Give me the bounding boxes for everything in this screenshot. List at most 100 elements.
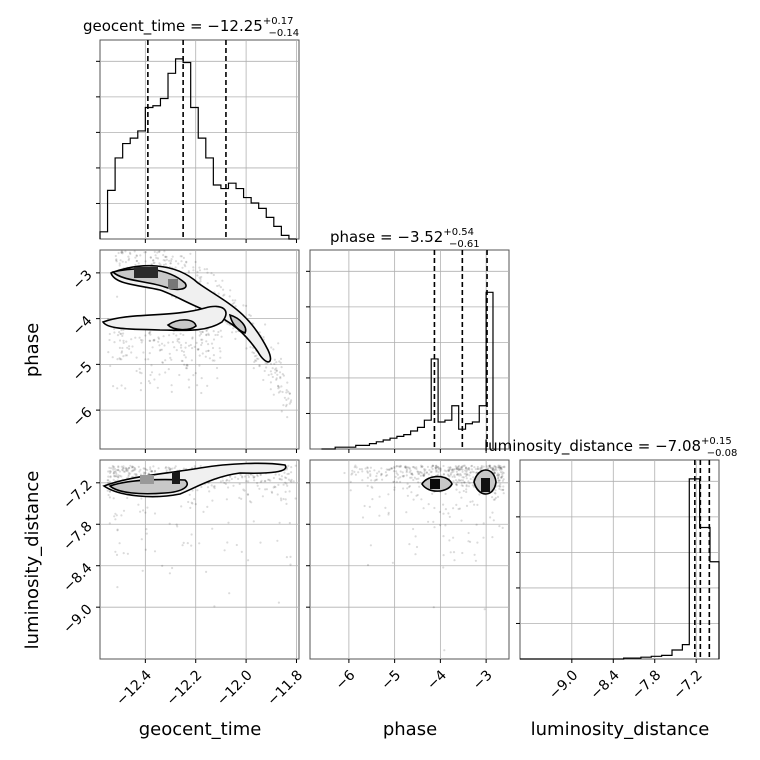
scatter-point-dl-vs-geocent — [115, 553, 119, 557]
title-luminosity-distance: luminosity_distance = −7.08+0.15 −0.08 — [484, 436, 737, 459]
density-peak-dl-vs-geocent — [172, 472, 180, 484]
scatter-point-dl-vs-phase — [378, 495, 381, 498]
scatter-point-phase-vs-geocent — [196, 274, 199, 277]
scatter-point-dl-vs-phase — [449, 466, 452, 469]
scatter-point-dl-vs-phase — [455, 466, 458, 469]
scatter-point-dl-vs-geocent — [127, 475, 130, 478]
scatter-point-dl-vs-geocent — [268, 478, 271, 481]
scatter-point-phase-vs-geocent — [213, 359, 216, 362]
scatter-point-dl-vs-phase — [404, 465, 407, 468]
scatter-point-dl-vs-phase — [494, 468, 497, 471]
scatter-point-dl-vs-phase — [415, 467, 418, 471]
scatter-point-dl-vs-geocent — [117, 474, 120, 477]
scatter-point-phase-vs-geocent — [192, 269, 195, 272]
x-tick-label: −3 — [470, 667, 496, 693]
scatter-point-dl-vs-geocent — [211, 527, 214, 530]
scatter-point-dl-vs-phase — [415, 494, 418, 497]
scatter-point-dl-vs-geocent — [129, 472, 132, 475]
scatter-point-dl-vs-phase — [399, 465, 402, 468]
scatter-point-phase-vs-geocent — [189, 343, 192, 347]
scatter-point-phase-vs-geocent — [149, 256, 152, 259]
scatter-point-dl-vs-phase — [405, 466, 408, 469]
scatter-point-dl-vs-phase — [434, 466, 437, 469]
scatter-point-dl-vs-phase — [433, 506, 436, 510]
scatter-point-dl-vs-geocent — [115, 468, 118, 472]
scatter-point-dl-vs-phase — [501, 526, 504, 530]
scatter-point-phase-vs-geocent — [203, 268, 206, 271]
scatter-point-dl-vs-geocent — [206, 486, 210, 489]
scatter-point-phase-vs-geocent — [212, 354, 215, 357]
scatter-point-dl-vs-phase — [388, 468, 391, 471]
scatter-point-dl-vs-geocent — [112, 466, 115, 469]
scatter-point-dl-vs-phase — [444, 492, 447, 495]
scatter-point-dl-vs-geocent — [272, 476, 275, 480]
x-tick-label: −5 — [378, 667, 404, 693]
scatter-point-phase-vs-geocent — [216, 333, 219, 336]
scatter-point-dl-vs-phase — [424, 468, 427, 471]
scatter-point-phase-vs-geocent — [144, 251, 148, 254]
scatter-point-dl-vs-phase — [468, 468, 471, 471]
scatter-point-dl-vs-geocent — [198, 542, 201, 545]
x-tick-label: −11.8 — [264, 667, 306, 709]
scatter-point-dl-vs-geocent — [114, 550, 117, 553]
scatter-point-dl-vs-geocent — [279, 497, 283, 500]
scatter-point-dl-vs-geocent — [225, 498, 228, 501]
scatter-point-dl-vs-phase — [366, 476, 369, 479]
scatter-point-dl-vs-geocent — [130, 466, 134, 469]
scatter-point-dl-vs-geocent — [147, 472, 150, 475]
scatter-point-phase-vs-geocent — [180, 349, 183, 352]
scatter-point-phase-vs-geocent — [134, 256, 137, 259]
scatter-point-phase-vs-geocent — [192, 266, 195, 269]
scatter-point-phase-vs-geocent — [228, 295, 231, 298]
scatter-point-phase-vs-geocent — [199, 277, 202, 281]
scatter-point-dl-vs-phase — [364, 467, 367, 470]
scatter-point-dl-vs-phase — [463, 464, 466, 467]
scatter-point-phase-vs-geocent — [191, 337, 194, 340]
scatter-point-dl-vs-phase — [447, 470, 450, 473]
scatter-point-phase-vs-geocent — [115, 258, 118, 261]
scatter-point-dl-vs-geocent — [247, 559, 250, 562]
scatter-point-phase-vs-geocent — [187, 271, 190, 274]
scatter-point-phase-vs-geocent — [231, 331, 234, 334]
scatter-point-dl-vs-phase — [360, 468, 363, 471]
scatter-point-phase-vs-geocent — [249, 314, 252, 317]
scatter-point-dl-vs-phase — [437, 468, 440, 471]
scatter-point-phase-vs-geocent — [129, 252, 132, 255]
scatter-point-dl-vs-geocent — [120, 465, 123, 468]
scatter-point-dl-vs-geocent — [238, 482, 241, 486]
scatter-point-dl-vs-phase — [483, 608, 486, 611]
scatter-point-dl-vs-geocent — [284, 498, 287, 501]
scatter-point-dl-vs-geocent — [277, 601, 280, 604]
scatter-point-dl-vs-phase — [456, 473, 459, 476]
scatter-point-dl-vs-phase — [491, 469, 495, 472]
scatter-point-dl-vs-geocent — [286, 484, 289, 487]
scatter-point-dl-vs-geocent — [261, 495, 264, 498]
scatter-point-dl-vs-phase — [422, 473, 425, 476]
scatter-point-dl-vs-phase — [420, 466, 423, 469]
scatter-point-dl-vs-phase — [410, 473, 414, 476]
scatter-point-dl-vs-phase — [412, 527, 415, 531]
scatter-point-dl-vs-phase — [502, 485, 505, 488]
scatter-point-phase-vs-geocent — [159, 348, 162, 351]
scatter-point-phase-vs-geocent — [204, 355, 207, 358]
scatter-point-dl-vs-phase — [452, 480, 455, 483]
scatter-point-phase-vs-geocent — [176, 340, 179, 343]
scatter-point-dl-vs-geocent — [128, 466, 131, 470]
scatter-point-dl-vs-geocent — [247, 480, 250, 483]
scatter-point-dl-vs-phase — [480, 466, 483, 470]
scatter-point-dl-vs-phase — [476, 467, 479, 471]
scatter-point-dl-vs-phase — [432, 606, 435, 609]
scatter-point-dl-vs-phase — [387, 513, 390, 516]
scatter-point-phase-vs-geocent — [273, 362, 276, 365]
scatter-point-dl-vs-phase — [402, 487, 405, 490]
scatter-point-dl-vs-geocent — [127, 466, 130, 469]
scatter-point-phase-vs-geocent — [198, 276, 201, 279]
scatter-point-dl-vs-phase — [455, 467, 458, 470]
scatter-point-dl-vs-geocent — [126, 496, 129, 500]
scatter-point-phase-vs-geocent — [198, 354, 201, 357]
scatter-point-phase-vs-geocent — [195, 341, 198, 344]
scatter-point-phase-vs-geocent — [269, 370, 272, 373]
scatter-point-dl-vs-phase — [491, 467, 494, 470]
scatter-point-dl-vs-geocent — [150, 470, 153, 473]
scatter-point-phase-vs-geocent — [131, 345, 134, 348]
